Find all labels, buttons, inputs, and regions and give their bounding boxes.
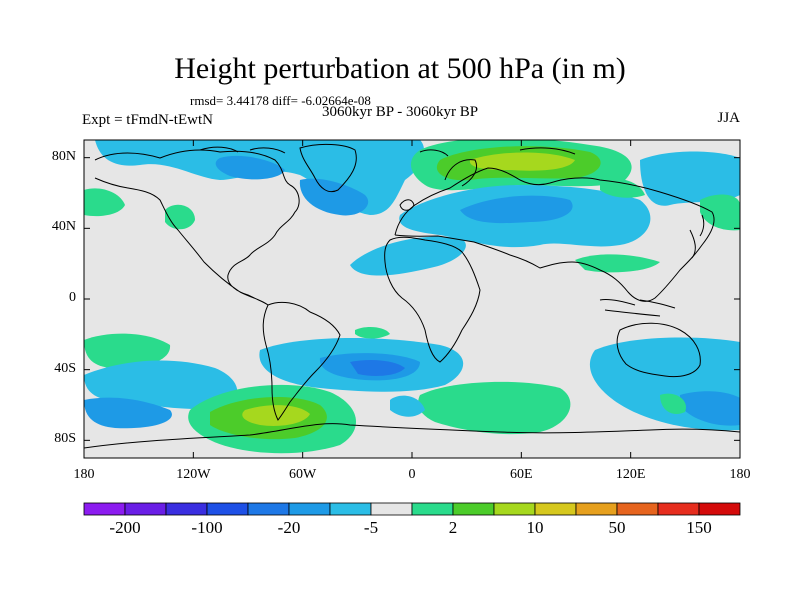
contour-region <box>680 391 740 426</box>
coastline-australia <box>616 322 701 378</box>
contour-region <box>84 397 172 429</box>
stats-text: rmsd= 3.44178 diff= -6.02664e-08 <box>190 93 371 108</box>
period-label: 3060kyr BP - 3060kyr BP <box>322 104 479 120</box>
colorbar-tick-label: 2 <box>448 518 458 537</box>
contour-region <box>660 393 686 415</box>
colorbar-tick-label: -200 <box>109 518 141 537</box>
lon-tick-label: 60E <box>510 467 533 482</box>
coastline-africa <box>384 236 481 363</box>
colorbar-tick-label: -5 <box>363 518 379 537</box>
season-label: JJA <box>717 110 740 126</box>
contour-region <box>350 236 466 276</box>
colorbar-swatch <box>698 502 741 516</box>
contour-region <box>469 152 575 171</box>
coastlines <box>84 143 740 449</box>
coastline-greenland <box>299 143 357 193</box>
lon-tick-label: 180 <box>729 467 751 482</box>
map-title: Height perturbation at 500 hPa (in m) <box>174 52 626 85</box>
colorbar-swatch <box>411 502 454 516</box>
contour-region <box>640 151 740 206</box>
colorbar-swatch <box>493 502 536 516</box>
lon-tick-label: 0 <box>408 467 416 482</box>
coastline-north-america <box>94 149 300 306</box>
contour-region <box>700 194 740 231</box>
lon-tick-label: 120W <box>176 467 211 482</box>
coastline-arctic <box>199 146 576 157</box>
contour-region <box>418 381 571 435</box>
colorbar-swatch <box>329 502 372 516</box>
coastline-scandinavia <box>399 159 477 211</box>
coastline-europe <box>394 167 715 302</box>
colorbar-swatch <box>206 502 249 516</box>
contour-region <box>84 360 238 410</box>
lon-tick-label: 180 <box>73 467 95 482</box>
experiment-label: Expt = tFmdN-tEwtN <box>82 112 213 128</box>
colorbar-swatch <box>534 502 577 516</box>
colorbar-swatch <box>247 502 290 516</box>
contour-region <box>84 333 171 369</box>
colorbar-swatch <box>370 502 413 516</box>
colorbar-swatch <box>83 502 126 516</box>
coastline-islands <box>599 299 676 317</box>
colorbar <box>83 502 741 516</box>
colorbar-swatch <box>165 502 208 516</box>
colorbar-tick-label: -100 <box>191 518 223 537</box>
contour-region <box>390 395 425 417</box>
contour-region <box>600 178 645 198</box>
colorbar-swatch <box>657 502 700 516</box>
colorbar-swatch <box>124 502 167 516</box>
lon-tick-label: 60W <box>289 467 317 482</box>
coastline-south-america <box>262 301 341 421</box>
contour-region <box>84 188 125 217</box>
colorbar-tick-label: 10 <box>526 518 544 537</box>
contour-region <box>350 360 405 376</box>
coastline-antarctica <box>84 423 740 449</box>
colorbar-swatch <box>288 502 331 516</box>
contour-region <box>215 155 285 180</box>
lon-tick-label: 120E <box>615 467 646 482</box>
contour-region <box>299 178 369 216</box>
lat-tick-label: 0 <box>69 290 76 305</box>
contour-region <box>460 195 573 224</box>
colorbar-tick-label: 50 <box>608 518 626 537</box>
colorbar-tick-label: 150 <box>686 518 712 537</box>
contour-region <box>355 326 390 339</box>
colorbar-swatch <box>575 502 618 516</box>
lat-tick-label: 80S <box>54 431 76 447</box>
colorbar-tick-label: -20 <box>277 518 301 537</box>
axis-ticks <box>83 140 741 458</box>
lat-tick-label: 40S <box>54 360 76 376</box>
lat-tick-label: 80N <box>51 148 76 164</box>
colorbar-swatch <box>452 502 495 516</box>
coastline-japan <box>689 214 705 259</box>
colorbar-swatch <box>616 502 659 516</box>
lat-tick-label: 40N <box>51 219 76 235</box>
